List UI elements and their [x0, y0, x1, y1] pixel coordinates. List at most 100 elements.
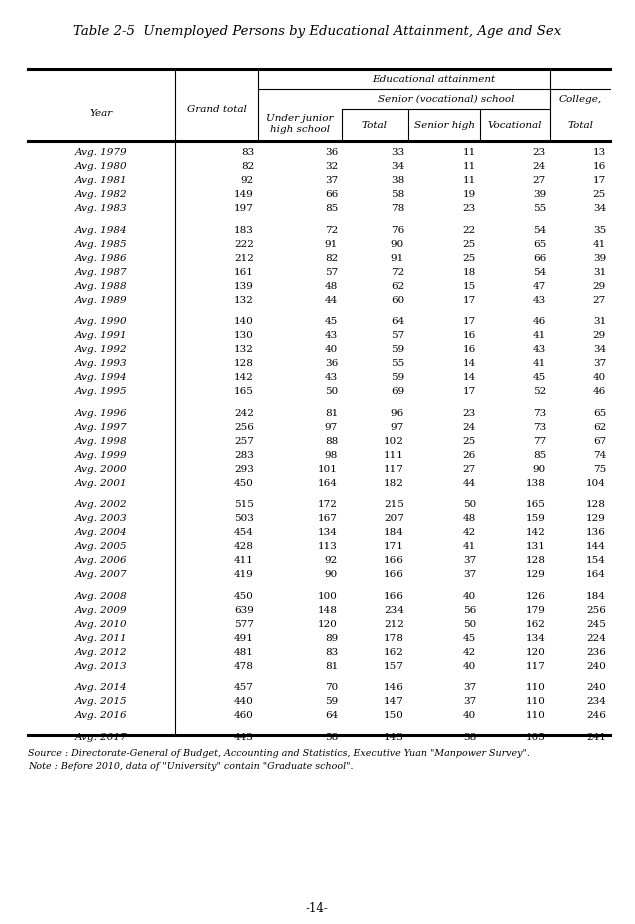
Text: Avg. 2007: Avg. 2007 — [75, 570, 128, 579]
Text: 120: 120 — [526, 648, 546, 657]
Text: Avg. 2015: Avg. 2015 — [75, 698, 128, 707]
Text: 104: 104 — [586, 479, 606, 488]
Text: Avg. 2002: Avg. 2002 — [75, 501, 128, 509]
Text: 85: 85 — [533, 451, 546, 460]
Text: 440: 440 — [234, 698, 254, 707]
Text: 144: 144 — [586, 542, 606, 552]
Text: 72: 72 — [324, 225, 338, 235]
Text: 457: 457 — [234, 684, 254, 692]
Text: 41: 41 — [592, 240, 606, 249]
Text: 39: 39 — [592, 254, 606, 263]
Text: Avg. 1982: Avg. 1982 — [75, 190, 128, 200]
Text: Avg. 2011: Avg. 2011 — [75, 634, 128, 643]
Text: 460: 460 — [234, 711, 254, 721]
Text: 24: 24 — [463, 423, 476, 432]
Text: 167: 167 — [318, 515, 338, 523]
Text: Avg. 2005: Avg. 2005 — [75, 542, 128, 552]
Text: 77: 77 — [533, 437, 546, 446]
Text: 55: 55 — [391, 359, 404, 369]
Text: 38: 38 — [391, 176, 404, 186]
Text: 165: 165 — [234, 387, 254, 396]
Text: 129: 129 — [526, 570, 546, 579]
Text: 11: 11 — [463, 149, 476, 157]
Text: 81: 81 — [324, 409, 338, 418]
Text: 111: 111 — [384, 451, 404, 460]
Text: 91: 91 — [391, 254, 404, 263]
Text: 66: 66 — [533, 254, 546, 263]
Text: 88: 88 — [324, 437, 338, 446]
Text: 140: 140 — [234, 318, 254, 326]
Text: 17: 17 — [463, 296, 476, 305]
Text: 39: 39 — [533, 190, 546, 200]
Text: 178: 178 — [384, 634, 404, 643]
Text: 37: 37 — [463, 698, 476, 707]
Text: 100: 100 — [318, 592, 338, 601]
Text: 58: 58 — [391, 190, 404, 200]
Text: 55: 55 — [533, 204, 546, 213]
Text: 45: 45 — [463, 634, 476, 643]
Text: 50: 50 — [463, 620, 476, 629]
Text: 47: 47 — [533, 282, 546, 291]
Text: 16: 16 — [592, 163, 606, 171]
Text: 172: 172 — [318, 501, 338, 509]
Text: 82: 82 — [241, 163, 254, 171]
Text: 58: 58 — [324, 733, 338, 742]
Text: 139: 139 — [234, 282, 254, 291]
Text: 113: 113 — [318, 542, 338, 552]
Text: 65: 65 — [533, 240, 546, 249]
Text: 224: 224 — [586, 634, 606, 643]
Text: 166: 166 — [384, 570, 404, 579]
Text: 14: 14 — [463, 359, 476, 369]
Text: 159: 159 — [526, 515, 546, 523]
Text: Avg. 1997: Avg. 1997 — [75, 423, 128, 432]
Text: 171: 171 — [384, 542, 404, 552]
Text: 23: 23 — [463, 409, 476, 418]
Text: 96: 96 — [391, 409, 404, 418]
Text: 222: 222 — [234, 240, 254, 249]
Text: 515: 515 — [234, 501, 254, 509]
Text: 240: 240 — [586, 684, 606, 692]
Text: Avg. 1990: Avg. 1990 — [75, 318, 128, 326]
Text: 27: 27 — [533, 176, 546, 186]
Text: 17: 17 — [592, 176, 606, 186]
Text: 46: 46 — [592, 387, 606, 396]
Text: 90: 90 — [533, 465, 546, 474]
Text: 50: 50 — [463, 501, 476, 509]
Text: 138: 138 — [526, 479, 546, 488]
Text: 162: 162 — [384, 648, 404, 657]
Text: Avg. 2014: Avg. 2014 — [75, 684, 128, 692]
Text: 18: 18 — [463, 268, 476, 277]
Text: Avg. 2000: Avg. 2000 — [75, 465, 128, 474]
Text: 59: 59 — [324, 698, 338, 707]
Text: 64: 64 — [391, 318, 404, 326]
Text: Avg. 1988: Avg. 1988 — [75, 282, 128, 291]
Text: 182: 182 — [384, 479, 404, 488]
Text: 26: 26 — [463, 451, 476, 460]
Text: 25: 25 — [463, 240, 476, 249]
Text: 40: 40 — [592, 373, 606, 383]
Text: 148: 148 — [318, 606, 338, 614]
Text: 149: 149 — [234, 190, 254, 200]
Text: Total: Total — [567, 120, 593, 129]
Text: 14: 14 — [463, 373, 476, 383]
Text: 454: 454 — [234, 529, 254, 538]
Text: 147: 147 — [384, 698, 404, 707]
Text: 639: 639 — [234, 606, 254, 614]
Text: 257: 257 — [234, 437, 254, 446]
Text: Avg. 2009: Avg. 2009 — [75, 606, 128, 614]
Text: 81: 81 — [324, 662, 338, 671]
Text: 44: 44 — [324, 296, 338, 305]
Text: 19: 19 — [463, 190, 476, 200]
Text: 82: 82 — [324, 254, 338, 263]
Text: 577: 577 — [234, 620, 254, 629]
Text: 29: 29 — [592, 332, 606, 340]
Text: 162: 162 — [526, 620, 546, 629]
Text: 65: 65 — [592, 409, 606, 418]
Text: 25: 25 — [463, 254, 476, 263]
Text: 25: 25 — [463, 437, 476, 446]
Text: 105: 105 — [526, 733, 546, 742]
Text: 45: 45 — [533, 373, 546, 383]
Text: Grand total: Grand total — [187, 104, 246, 114]
Text: Avg. 2008: Avg. 2008 — [75, 592, 128, 601]
Text: 128: 128 — [526, 556, 546, 565]
